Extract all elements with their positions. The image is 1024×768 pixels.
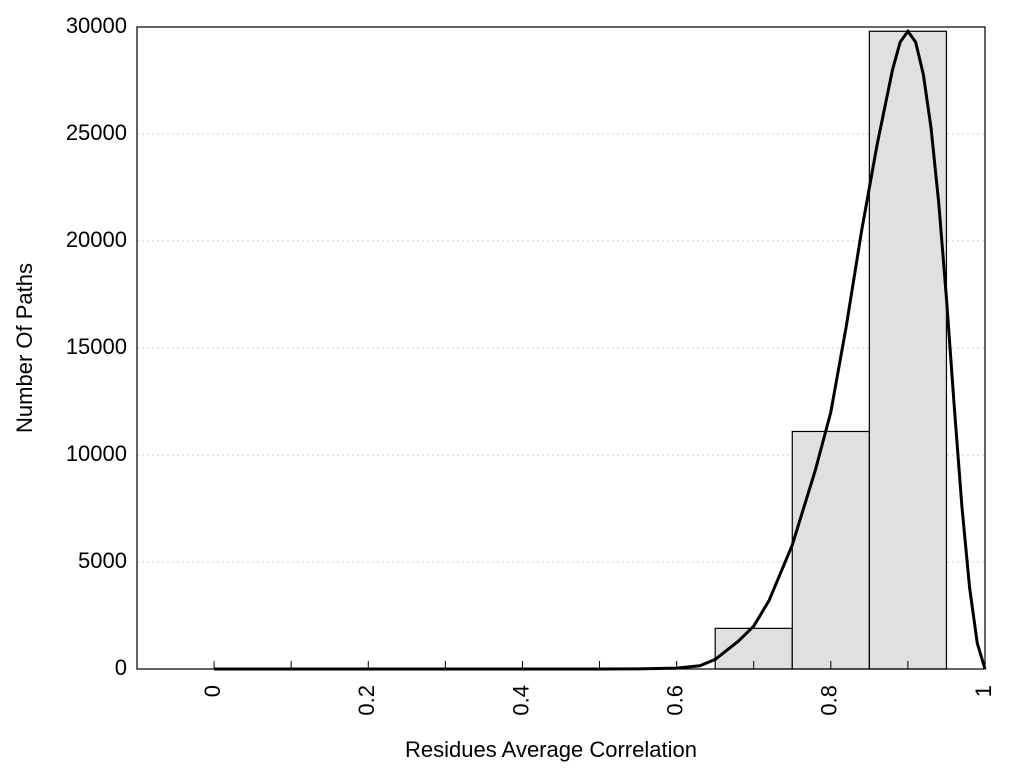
x-axis-ticks: 0 0.2 0.4 0.6 0.8 1 [200,661,996,716]
y-tick-label: 5000 [78,548,127,573]
y-tick-label: 20000 [66,227,127,252]
histogram-bars [714,30,948,670]
x-axis-title: Residues Average Correlation [405,737,697,762]
x-tick-label: 0.8 [817,685,842,716]
plot-frame [136,26,986,670]
bar-1 [791,430,870,670]
y-tick-label: 15000 [66,334,127,359]
y-tick-label: 25000 [66,120,127,145]
y-tick-label: 10000 [66,441,127,466]
y-tick-label: 30000 [66,13,127,38]
y-tick-label: 0 [115,655,127,680]
x-tick-label: 0.6 [662,685,687,716]
bar-2 [868,30,948,670]
y-axis-ticks: 0 5000 10000 15000 20000 25000 30000 [66,13,127,680]
x-tick-label: 0.4 [508,685,533,716]
x-tick-label: 1 [971,685,996,697]
x-tick-label: 0 [200,685,225,697]
y-axis-title: Number Of Paths [12,263,37,433]
x-tick-label: 0.2 [354,685,379,716]
